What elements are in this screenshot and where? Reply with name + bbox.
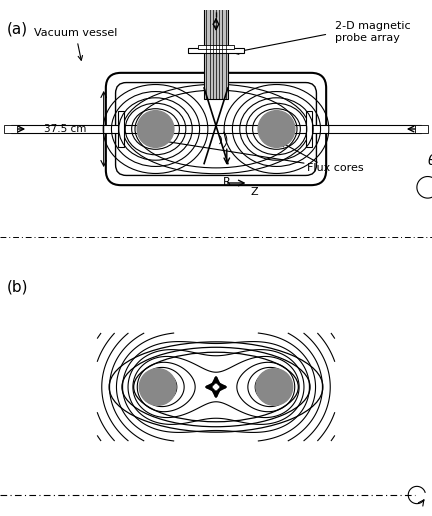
Text: Vacuum vessel: Vacuum vessel <box>34 28 117 60</box>
Text: θ: θ <box>428 154 432 168</box>
Circle shape <box>258 110 295 148</box>
Circle shape <box>137 110 174 148</box>
Text: Flux cores: Flux cores <box>307 163 363 173</box>
Text: (a): (a) <box>6 21 28 36</box>
Bar <box>415 125 428 133</box>
Bar <box>197 45 234 49</box>
Text: 2-D magnetic
probe array: 2-D magnetic probe array <box>335 21 410 43</box>
Bar <box>305 110 312 148</box>
Text: (b): (b) <box>6 279 28 294</box>
FancyBboxPatch shape <box>110 77 322 181</box>
Bar <box>118 110 124 148</box>
Text: Z: Z <box>251 187 258 197</box>
Circle shape <box>256 368 293 406</box>
Circle shape <box>139 368 176 406</box>
Bar <box>204 8 228 99</box>
Text: 37.5 cm: 37.5 cm <box>44 124 86 134</box>
Bar <box>188 48 244 53</box>
Text: R: R <box>223 176 231 186</box>
Bar <box>11 125 421 133</box>
Bar <box>4 125 17 133</box>
